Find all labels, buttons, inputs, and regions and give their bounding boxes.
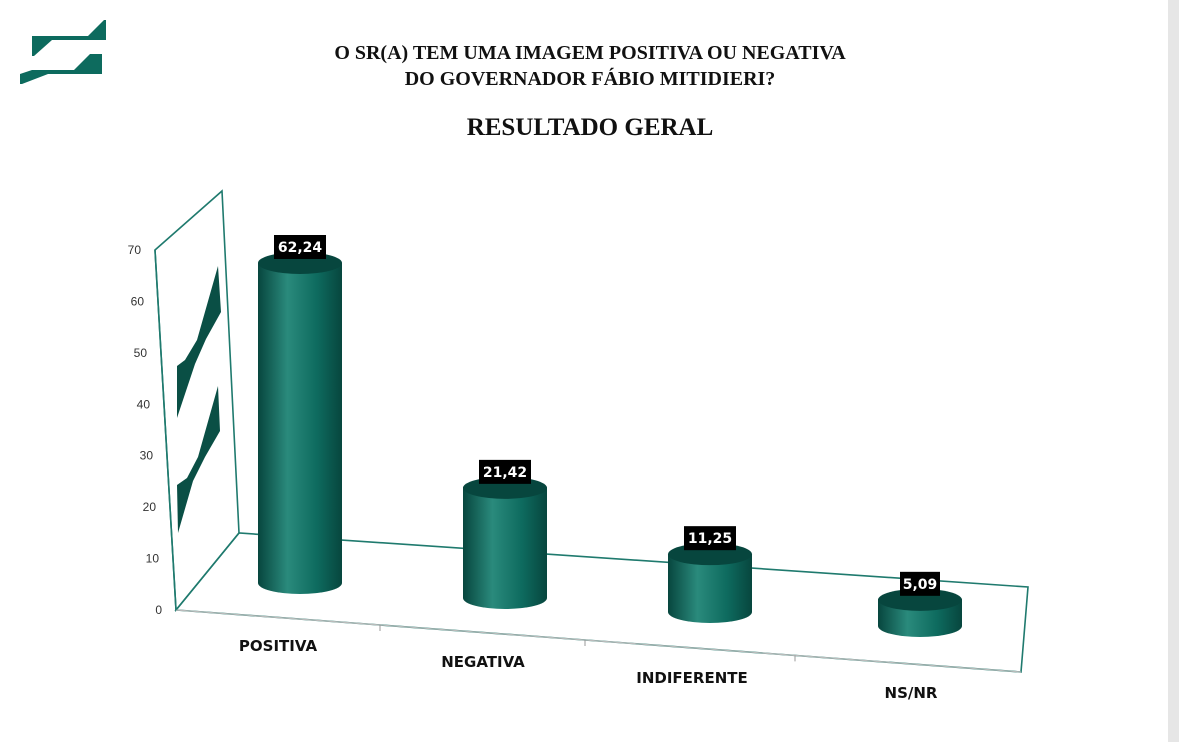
wall-logo-icon [177,266,221,418]
y-tick-label: 70 [128,243,142,257]
chart-subtitle: RESULTADO GERAL [466,114,714,141]
y-tick-label: 20 [143,500,157,514]
bar-body [258,263,342,594]
category-label: NS/NR [885,684,938,702]
value-label-bg [479,459,531,484]
logo-icon [20,20,106,84]
bar-negativa: 21,42 [463,459,547,609]
value-label-bg [684,526,736,551]
value-label: 62,24 [278,240,323,256]
y-tick-label: 60 [131,294,145,308]
y-tick-label: 30 [140,449,154,463]
value-label-bg [900,571,940,596]
y-tick-label: 0 [155,603,162,617]
category-label: POSITIVA [239,637,318,655]
value-label-bg [274,235,326,259]
bar-body [668,554,752,623]
x-axis-line [175,609,1022,673]
page-edge [1168,0,1179,742]
bar-nsnr: 5,09 [878,571,962,637]
chart-title-line-2: DO GOVERNADOR FÁBIO MITIDIERI? [404,68,776,90]
category-label: INDIFERENTE [636,669,748,687]
value-label: 11,25 [688,531,732,547]
y-tick-label: 10 [146,552,160,566]
y-axis-line [154,249,177,611]
value-label: 21,42 [483,465,527,481]
bar-positiva: 62,24 [258,235,342,594]
chart-title-line-1: O SR(A) TEM UMA IMAGEM POSITIVA OU NEGAT… [334,42,846,64]
y-tick-label: 50 [134,346,148,360]
category-label: NEGATIVA [441,653,525,671]
bar-top [878,588,962,611]
bar-body [463,487,547,609]
bar-indiferente: 11,25 [668,526,752,623]
wall-logo-icon-lower [177,386,220,533]
value-label: 5,09 [903,577,938,593]
y-tick-label: 40 [137,397,151,411]
